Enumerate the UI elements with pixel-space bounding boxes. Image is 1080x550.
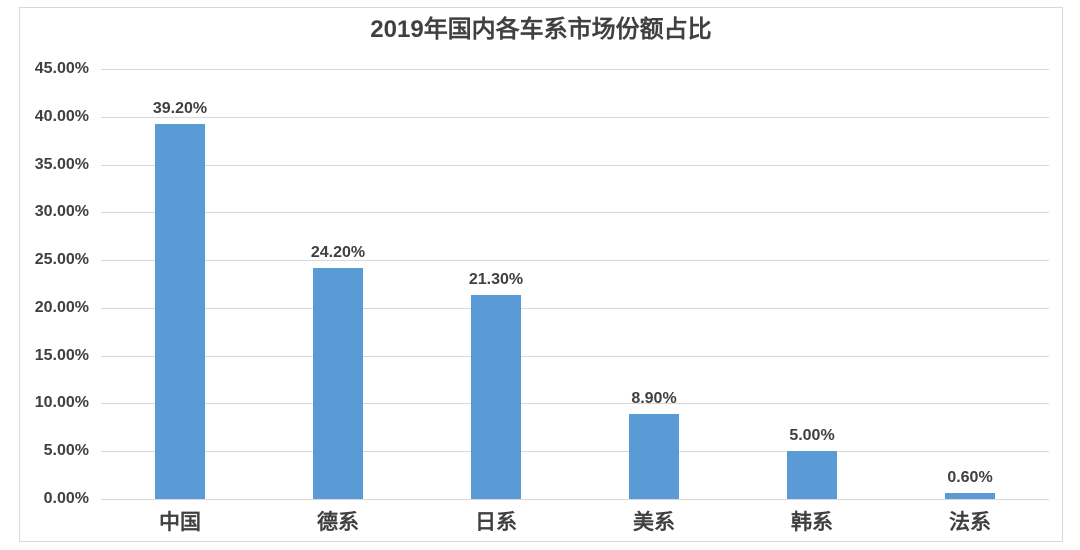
y-tick-label: 25.00% — [34, 251, 89, 268]
x-tick-label: 德系 — [317, 511, 359, 534]
y-tick-label: 0.00% — [43, 490, 89, 507]
gridline — [101, 165, 1049, 166]
bar-value-label: 21.30% — [468, 271, 524, 288]
bar-德系 — [313, 268, 363, 499]
y-tick-label: 15.00% — [34, 347, 89, 364]
x-tick-label: 日系 — [475, 511, 517, 534]
y-tick-label: 40.00% — [34, 108, 89, 125]
bar-value-label: 8.90% — [631, 390, 677, 407]
bar-日系 — [471, 295, 521, 499]
y-tick-label: 45.00% — [34, 60, 89, 77]
chart-frame: 2019年国内各车系市场份额占比 0.00% 5.00% 10.00% 15.00% 2… — [19, 7, 1063, 542]
y-tick-label: 10.00% — [34, 394, 89, 411]
gridline — [101, 69, 1049, 70]
gridline — [101, 212, 1049, 213]
bar-value-label: 5.00% — [789, 427, 835, 444]
bar-value-label: 24.20% — [310, 244, 366, 261]
bar-中国 — [155, 124, 205, 499]
chart-title: 2019年国内各车系市场份额占比 — [370, 16, 712, 43]
gridline — [101, 499, 1049, 500]
gridline — [101, 260, 1049, 261]
gridline — [101, 403, 1049, 404]
y-tick-label: 5.00% — [43, 442, 89, 459]
bar-value-label: 0.60% — [947, 469, 993, 486]
gridline — [101, 308, 1049, 309]
gridline — [101, 451, 1049, 452]
gridline — [101, 117, 1049, 118]
gridline — [101, 356, 1049, 357]
bar-value-label: 39.20% — [152, 100, 208, 117]
x-tick-label: 韩系 — [791, 511, 833, 534]
x-tick-label: 美系 — [633, 511, 675, 534]
y-tick-label: 30.00% — [34, 203, 89, 220]
bar-美系 — [629, 414, 679, 499]
x-tick-label: 中国 — [159, 511, 201, 534]
y-tick-label: 20.00% — [34, 299, 89, 316]
x-tick-label: 法系 — [949, 511, 991, 534]
y-tick-label: 35.00% — [34, 156, 89, 173]
bar-韩系 — [787, 451, 837, 499]
bar-法系 — [945, 493, 995, 499]
